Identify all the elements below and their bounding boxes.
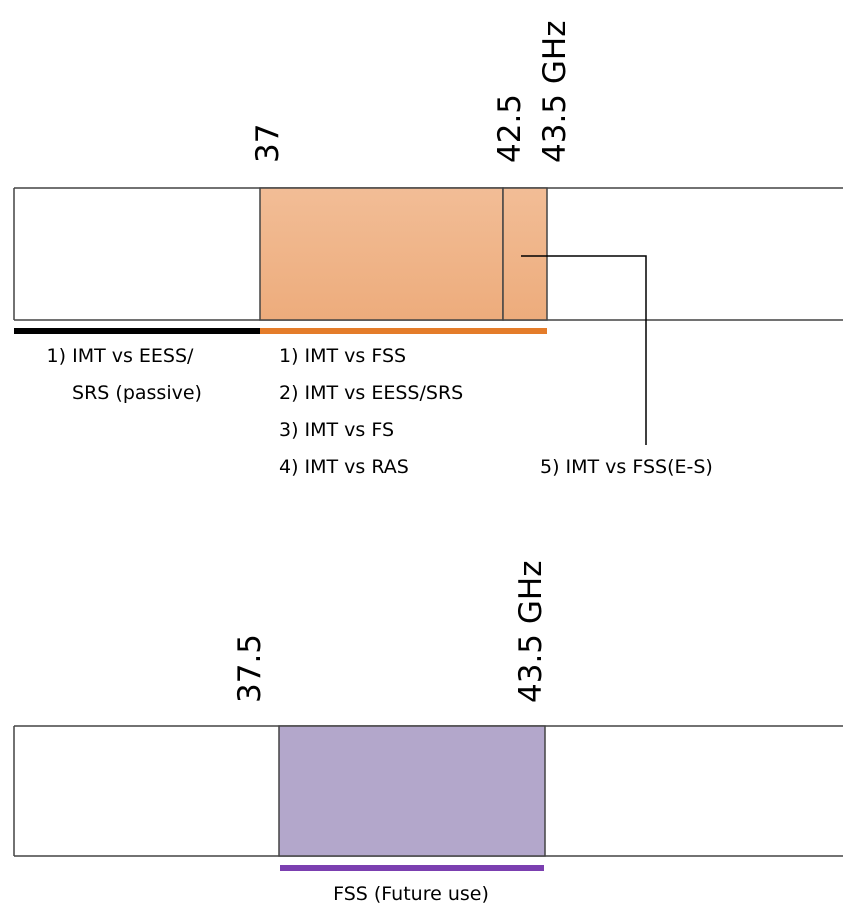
left-label-line-2: SRS (passive) (72, 382, 202, 404)
freq-label-43-5-ghz: 43.5 GHz (537, 21, 573, 163)
freq-label-bottom-43-5-ghz: 43.5 GHz (513, 561, 549, 703)
top-band: 37 42.5 43.5 GHz 1) IMT vs EESS/ SRS (pa… (13, 21, 843, 478)
allocated-segment-42-5-43-5 (502, 187, 548, 321)
callout-line (521, 255, 647, 445)
middle-label-3: 3) IMT vs FS (279, 419, 394, 441)
callout-label: 5) IMT vs FSS(E-S) (540, 456, 713, 478)
freq-label-37: 37 (250, 124, 286, 163)
middle-label-2: 2) IMT vs EESS/SRS (279, 382, 463, 404)
freq-label-42-5: 42.5 (492, 94, 528, 163)
middle-label-1: 1) IMT vs FSS (279, 345, 406, 367)
left-label-line-1: 1) IMT vs EESS/ (47, 345, 194, 367)
future-use-label: FSS (Future use) (333, 883, 489, 905)
freq-label-37-5: 37.5 (232, 634, 268, 703)
middle-label-4: 4) IMT vs RAS (279, 456, 409, 478)
bottom-band: 37.5 43.5 GHz FSS (Future use) (13, 561, 843, 905)
allocated-segment-37-5-43-5 (278, 725, 546, 857)
allocated-segment-37-42-5 (259, 187, 504, 321)
